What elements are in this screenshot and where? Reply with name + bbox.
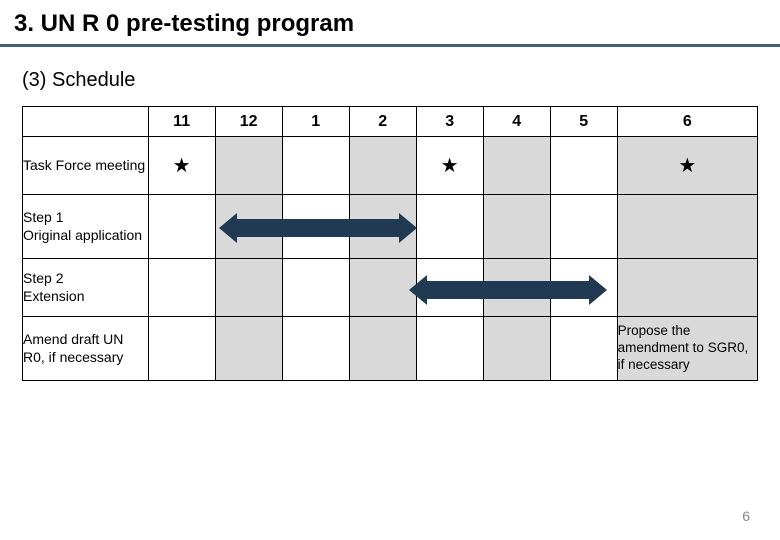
cell-s2-12 (215, 259, 282, 317)
cell-s1-1 (282, 195, 349, 259)
cell-s1-11 (148, 195, 215, 259)
schedule-container: 11 12 1 2 3 4 5 6 Task Force meeting ★ ★… (0, 106, 780, 381)
cell-am-11 (148, 317, 215, 381)
cell-s2-2 (349, 259, 416, 317)
page-title: 3. UN R 0 pre-testing program (0, 0, 780, 47)
col-12: 12 (215, 107, 282, 137)
cell-tf-5 (550, 137, 617, 195)
col-1: 1 (282, 107, 349, 137)
cell-am-6-note: Propose the amendment to SGR0, if necess… (617, 317, 757, 381)
cell-s2-5 (550, 259, 617, 317)
cell-s2-6 (617, 259, 757, 317)
cell-am-12 (215, 317, 282, 381)
label-amend: Amend draft UN R0, if necessary (23, 317, 149, 381)
col-5: 5 (550, 107, 617, 137)
header-blank (23, 107, 149, 137)
cell-tf-6: ★ (617, 137, 757, 195)
cell-am-4 (483, 317, 550, 381)
row-amend: Amend draft UN R0, if necessary Propose … (23, 317, 758, 381)
cell-tf-1 (282, 137, 349, 195)
cell-s1-5 (550, 195, 617, 259)
section-subtitle: (3) Schedule (0, 47, 780, 106)
col-4: 4 (483, 107, 550, 137)
cell-s1-12 (215, 195, 282, 259)
star-icon: ★ (441, 155, 459, 177)
cell-tf-11: ★ (148, 137, 215, 195)
label-step1: Step 1Original application (23, 195, 149, 259)
cell-s1-6 (617, 195, 757, 259)
star-icon: ★ (678, 155, 696, 177)
cell-tf-3: ★ (416, 137, 483, 195)
cell-s1-3 (416, 195, 483, 259)
cell-am-2 (349, 317, 416, 381)
cell-tf-2 (349, 137, 416, 195)
cell-s2-3 (416, 259, 483, 317)
cell-s1-2 (349, 195, 416, 259)
cell-s2-4 (483, 259, 550, 317)
header-row: 11 12 1 2 3 4 5 6 (23, 107, 758, 137)
cell-tf-12 (215, 137, 282, 195)
col-11: 11 (148, 107, 215, 137)
row-step2: Step 2Extension (23, 259, 758, 317)
cell-s1-4 (483, 195, 550, 259)
cell-am-5 (550, 317, 617, 381)
cell-s2-1 (282, 259, 349, 317)
row-task-force: Task Force meeting ★ ★ ★ (23, 137, 758, 195)
label-step2: Step 2Extension (23, 259, 149, 317)
row-step1: Step 1Original application (23, 195, 758, 259)
cell-am-3 (416, 317, 483, 381)
cell-tf-4 (483, 137, 550, 195)
label-task-force: Task Force meeting (23, 137, 149, 195)
col-3: 3 (416, 107, 483, 137)
page-number: 6 (742, 508, 750, 524)
cell-s2-11 (148, 259, 215, 317)
schedule-table: 11 12 1 2 3 4 5 6 Task Force meeting ★ ★… (22, 106, 758, 381)
col-2: 2 (349, 107, 416, 137)
cell-am-1 (282, 317, 349, 381)
col-6: 6 (617, 107, 757, 137)
star-icon: ★ (173, 155, 191, 177)
